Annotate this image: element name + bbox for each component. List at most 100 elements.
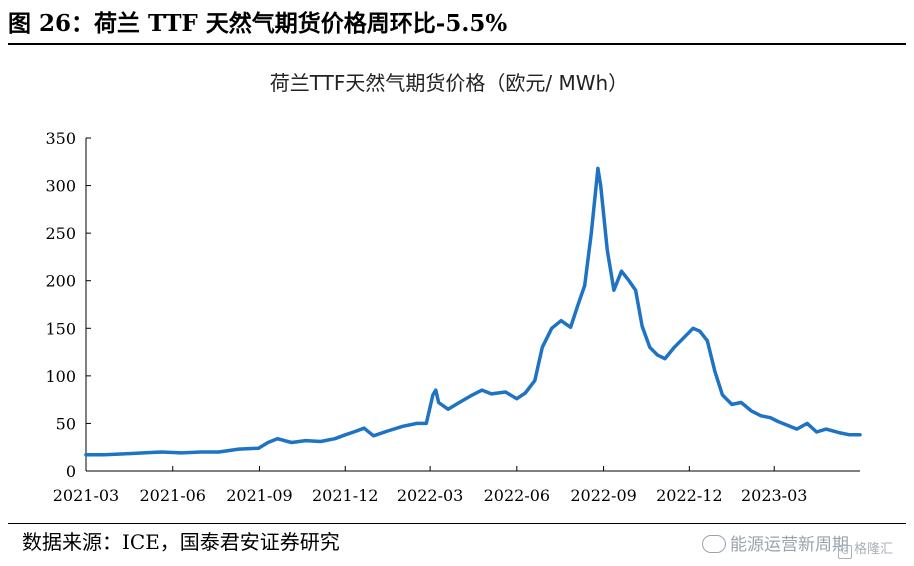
data-point — [415, 422, 419, 425]
gelonghui-icon: G — [838, 545, 852, 559]
data-point — [504, 390, 507, 394]
data-point — [102, 453, 106, 456]
data-point — [769, 416, 772, 419]
data-point — [599, 184, 602, 187]
data-point — [362, 427, 366, 430]
data-point — [648, 346, 651, 349]
y-tick-label: 150 — [45, 319, 76, 338]
data-point — [480, 388, 484, 392]
data-point — [319, 440, 322, 443]
data-point — [641, 325, 644, 328]
data-point — [401, 425, 404, 428]
x-tick-label: 2021-06 — [139, 486, 205, 505]
title-rule — [8, 43, 906, 45]
data-point — [596, 167, 600, 170]
x-tick-label: 2022-06 — [484, 486, 550, 505]
y-tick-label: 50 — [56, 414, 76, 433]
data-point — [740, 401, 743, 404]
data-point — [620, 270, 623, 273]
data-point — [490, 392, 493, 396]
data-point — [795, 427, 798, 431]
source-rule — [8, 523, 906, 524]
data-point — [759, 414, 763, 417]
data-point — [160, 450, 163, 454]
data-point — [663, 357, 667, 360]
data-point — [730, 403, 733, 406]
x-tick-label: 2021-09 — [226, 486, 292, 505]
data-point — [446, 408, 450, 411]
line-chart: 荷兰TTF天然气期货价格（欧元/ MWh） 0 50 100 150 200 250 300… — [45, 71, 862, 505]
data-point — [858, 433, 862, 436]
data-point — [839, 431, 842, 435]
y-tick-label: 200 — [45, 272, 76, 291]
data-point — [352, 430, 355, 434]
x-tick-label: 2022-03 — [397, 486, 463, 505]
data-point — [122, 452, 125, 456]
data-point — [776, 420, 780, 423]
x-tick-label: 2023-03 — [741, 486, 807, 505]
x-tick-label: 2021-03 — [53, 486, 119, 505]
data-point — [750, 409, 753, 413]
y-tick-label: 300 — [45, 177, 76, 196]
data-point — [698, 329, 701, 333]
series-group — [84, 166, 862, 457]
data-point — [437, 401, 440, 404]
y-tick-label: 0 — [66, 462, 76, 481]
figure-title: 图 26：荷兰 TTF 天然气期货价格周环比-5.5% — [8, 10, 508, 37]
x-tick-label: 2022-09 — [570, 486, 636, 505]
data-point — [682, 336, 685, 339]
data-point — [458, 401, 461, 404]
data-point — [266, 441, 270, 444]
data-point — [706, 339, 709, 342]
data-point — [583, 284, 586, 287]
data-point — [824, 427, 828, 431]
data-point — [541, 346, 544, 349]
data-point — [656, 353, 659, 357]
y-tick-label: 100 — [45, 367, 76, 386]
data-point — [627, 279, 631, 282]
data-point — [515, 397, 518, 400]
data-point — [142, 451, 145, 455]
y-tick-label: 350 — [45, 129, 76, 148]
data-point — [304, 439, 307, 442]
data-point — [257, 447, 260, 450]
data-point — [524, 391, 527, 395]
source-note: 数据来源：ICE，国泰君安证券研究 — [22, 530, 340, 554]
wechat-icon — [702, 535, 726, 553]
data-point — [434, 388, 437, 392]
data-point — [533, 379, 536, 382]
data-point — [848, 433, 851, 436]
data-point — [721, 393, 724, 397]
data-point — [815, 430, 818, 434]
data-point — [431, 393, 435, 397]
x-tick-label: 2021-12 — [312, 486, 378, 505]
data-point — [559, 319, 563, 322]
data-point — [569, 326, 572, 329]
data-point — [333, 437, 337, 440]
data-point — [550, 327, 553, 330]
data-point — [425, 422, 428, 425]
data-point — [806, 422, 809, 425]
axes: 0 50 100 150 200 250 300 350 2021-03 2021-06 2021-… — [45, 129, 860, 505]
data-point — [634, 289, 637, 292]
chart-title: 荷兰TTF天然气期货价格（欧元/ MWh） — [270, 71, 628, 95]
data-point — [786, 424, 789, 427]
data-point — [180, 451, 183, 455]
watermark-2: G 格隆汇 — [838, 541, 893, 559]
watermark-text: 能源运营新周期 — [730, 535, 849, 555]
data-point — [276, 437, 279, 440]
data-point — [576, 303, 580, 306]
data-point — [237, 447, 240, 451]
data-point — [471, 393, 474, 397]
watermark-2-text: 格隆汇 — [854, 542, 894, 557]
data-point — [344, 433, 347, 436]
data-point — [691, 327, 695, 330]
x-tick-label: 2022-12 — [656, 486, 722, 505]
data-point — [217, 450, 221, 454]
watermark: 能源运营新周期 — [702, 533, 849, 557]
data-point — [612, 289, 616, 292]
data-point — [84, 453, 88, 456]
y-tick-label: 250 — [45, 224, 76, 243]
data-point — [590, 231, 593, 235]
data-point — [199, 450, 203, 454]
